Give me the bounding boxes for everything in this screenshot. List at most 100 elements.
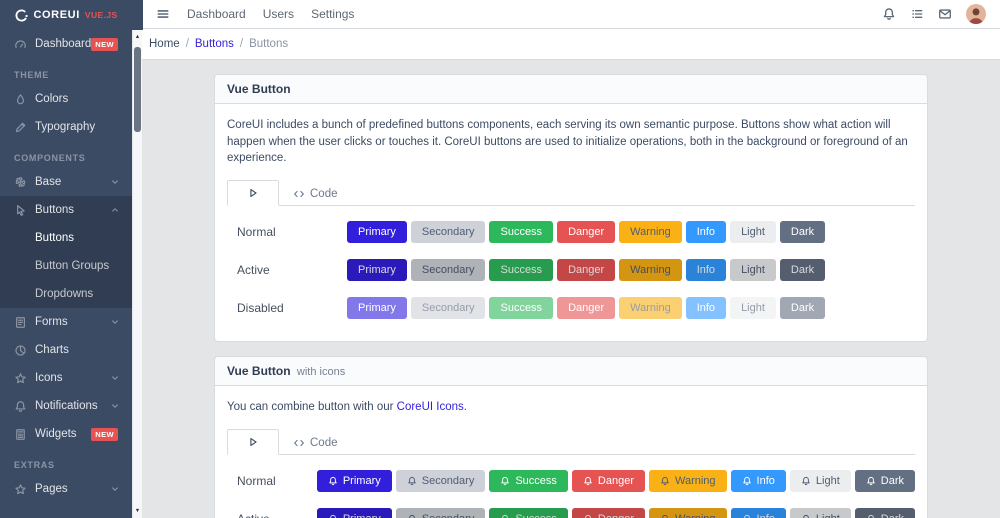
hamburger-menu-icon[interactable]	[156, 7, 170, 21]
drop-icon	[14, 93, 27, 106]
sidebar-item-button-groups[interactable]: Button Groups	[0, 252, 132, 280]
bell-icon	[866, 514, 876, 518]
button-success-normal[interactable]: Success	[489, 221, 554, 244]
button-dark-active[interactable]: Dark	[779, 259, 826, 282]
button-primary-active[interactable]: Primary	[316, 507, 392, 518]
play-icon	[247, 436, 259, 448]
star-icon	[14, 483, 27, 496]
sidebar-item-notifications[interactable]: Notifications	[0, 392, 132, 420]
breadcrumb-separator: /	[239, 38, 244, 50]
breadcrumb-home[interactable]: Home	[149, 38, 180, 50]
row-state-label: Normal	[237, 473, 276, 488]
header-link-dashboard[interactable]: Dashboard	[187, 7, 246, 21]
sidebar-item-pages[interactable]: Pages	[0, 475, 132, 503]
scroll-down-button[interactable]: ▼	[134, 508, 141, 514]
mail-icon[interactable]	[938, 7, 952, 21]
user-avatar[interactable]	[966, 4, 986, 24]
button-success-active[interactable]: Success	[489, 507, 568, 518]
bell-icon	[801, 514, 811, 518]
header-link-users[interactable]: Users	[262, 7, 295, 21]
button-label: Light	[815, 474, 840, 487]
button-dark-active[interactable]: Dark	[854, 507, 915, 518]
sidebar-item-typography[interactable]: Typography	[0, 113, 132, 141]
button-info-active[interactable]: Info	[685, 259, 727, 282]
button-label: Dark	[790, 264, 815, 277]
button-secondary-active[interactable]: Secondary	[410, 259, 486, 282]
chevron-down-icon	[110, 317, 120, 327]
sidebar-item-buttons[interactable]: Buttons	[0, 224, 132, 252]
preview-tab[interactable]	[227, 428, 279, 455]
button-secondary-normal[interactable]: Secondary	[410, 221, 486, 244]
button-info-active[interactable]: Info	[730, 507, 786, 518]
button-label: Danger	[568, 302, 605, 315]
sidebar-item-label: Dashboard	[35, 38, 92, 50]
breadcrumb-buttons[interactable]: Buttons	[194, 38, 234, 50]
list-rich-icon[interactable]	[910, 7, 924, 21]
button-success-normal[interactable]: Success	[489, 469, 568, 492]
button-label: Danger	[568, 264, 605, 277]
row-state-label: Normal	[237, 225, 276, 240]
sidebar-item-base[interactable]: Base	[0, 168, 132, 196]
sidebar-item-dropdowns[interactable]: Dropdowns	[0, 280, 132, 308]
button-danger-active[interactable]: Danger	[557, 259, 616, 282]
bell-icon	[801, 476, 811, 486]
button-dark-normal[interactable]: Dark	[779, 221, 826, 244]
button-light-normal[interactable]: Light	[730, 221, 776, 244]
sidebar-item-widgets[interactable]: Widgets NEW	[0, 420, 132, 448]
code-tab-label: Code	[310, 188, 338, 201]
sidebar-item-charts[interactable]: Charts	[0, 336, 132, 364]
description-text: You can combine button with our	[227, 401, 397, 414]
code-tab[interactable]: Code	[279, 432, 352, 454]
sidebar-item-colors[interactable]: Colors	[0, 85, 132, 113]
coreui-icons-link[interactable]: CoreUI Icons	[396, 401, 464, 414]
new-badge: NEW	[91, 37, 118, 51]
button-label: Dark	[880, 474, 904, 487]
bell-icon	[660, 514, 670, 518]
button-primary-normal[interactable]: Primary	[347, 221, 407, 244]
button-label: Secondary	[421, 264, 475, 277]
button-success-disabled: Success	[489, 297, 554, 320]
button-secondary-normal[interactable]: Secondary	[395, 469, 486, 492]
chevron-up-icon	[110, 205, 120, 215]
button-label: Info	[696, 302, 716, 315]
button-info-normal[interactable]: Info	[730, 469, 786, 492]
button-danger-normal[interactable]: Danger	[557, 221, 616, 244]
sidebar-item-buttons[interactable]: Buttons	[0, 196, 132, 224]
scroll-up-button[interactable]: ▲	[134, 34, 141, 40]
button-warning-normal[interactable]: Warning	[648, 469, 727, 492]
sidebar-item-icons[interactable]: Icons	[0, 364, 132, 392]
card-title: Vue Button	[227, 364, 291, 379]
button-label: Danger	[598, 513, 634, 518]
bell-icon	[742, 476, 752, 486]
button-success-active[interactable]: Success	[489, 259, 554, 282]
button-light-active[interactable]: Light	[730, 259, 776, 282]
button-danger-active[interactable]: Danger	[571, 507, 645, 518]
button-info-normal[interactable]: Info	[685, 221, 727, 244]
button-dark-normal[interactable]: Dark	[854, 469, 915, 492]
sidebar-item-forms[interactable]: Forms	[0, 308, 132, 336]
button-danger-normal[interactable]: Danger	[571, 469, 645, 492]
button-warning-normal[interactable]: Warning	[619, 221, 682, 244]
sidebar-item-dashboard[interactable]: Dashboard NEW	[0, 30, 132, 58]
button-label: Light	[816, 513, 840, 518]
button-warning-active[interactable]: Warning	[648, 507, 727, 518]
sidebar-section-components: COMPONENTS	[14, 153, 86, 163]
sidebar-item-label: Buttons	[35, 232, 74, 244]
brand[interactable]: COREUI VUE.JS	[0, 0, 132, 30]
button-light-active[interactable]: Light	[789, 507, 851, 518]
button-primary-normal[interactable]: Primary	[316, 469, 392, 492]
chevron-down-icon	[110, 373, 120, 383]
preview-tab[interactable]	[227, 180, 279, 207]
button-light-normal[interactable]: Light	[789, 469, 851, 492]
scrollbar[interactable]: ▲ ▼	[132, 0, 143, 518]
bell-icon[interactable]	[882, 7, 896, 21]
code-tab[interactable]: Code	[279, 183, 352, 205]
button-secondary-active[interactable]: Secondary	[395, 507, 486, 518]
button-label: Secondary	[421, 302, 475, 315]
scrollbar-thumb[interactable]	[134, 47, 141, 132]
button-warning-active[interactable]: Warning	[619, 259, 682, 282]
button-primary-active[interactable]: Primary	[347, 259, 407, 282]
button-row-normal: Normal Primary Secondary Success Danger Warni…	[227, 213, 915, 251]
header-link-settings[interactable]: Settings	[311, 7, 355, 21]
